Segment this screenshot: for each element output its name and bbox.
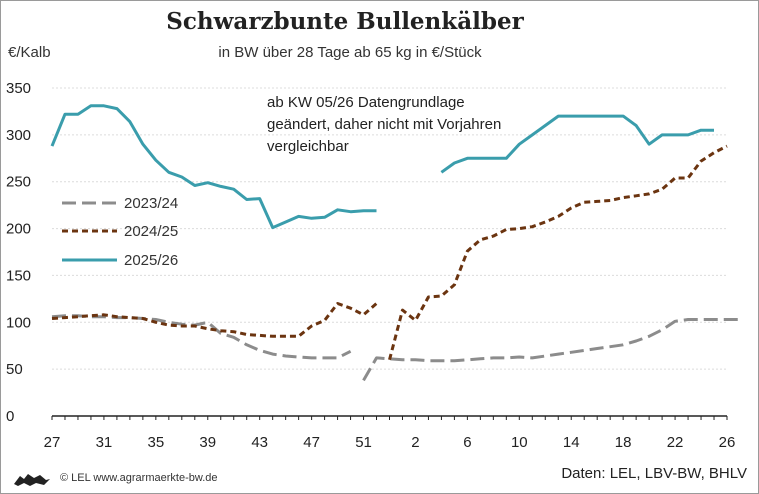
chart-subtitle: in BW über 28 Tage ab 65 kg in €/Stück [218, 44, 482, 61]
annotation-line-3: vergleichbar [267, 138, 349, 155]
credit-text: © LEL www.agrarmaerkte-bw.de [60, 472, 218, 484]
series-line-2023-24 [362, 318, 740, 382]
x-tick-label: 18 [615, 434, 632, 451]
x-tick-label: 35 [148, 434, 165, 451]
x-tick-label: 51 [355, 434, 372, 451]
y-tick-label: 200 [6, 221, 31, 238]
data-source: Daten: LEL, LBV-BW, BHLV [561, 465, 747, 482]
x-tick-label: 14 [563, 434, 580, 451]
series-line-2024-25 [388, 144, 728, 361]
y-tick-label: 150 [6, 267, 31, 284]
legend-label: 2024/25 [124, 223, 178, 240]
lion-logo-icon [14, 474, 50, 486]
y-tick-label: 250 [6, 174, 31, 191]
x-tick-label: 10 [511, 434, 528, 451]
chart-annotation: ab KW 05/26 Datengrundlage geändert, dah… [267, 92, 567, 158]
x-axis: 27 31 35 39 43 47 51 2 6 10 14 18 22 26 [44, 415, 736, 451]
y-tick-label: 350 [6, 80, 31, 97]
x-tick-label: 22 [667, 434, 684, 451]
y-tick-label: 100 [6, 314, 31, 331]
x-tick-label: 6 [463, 434, 471, 451]
series-lines [50, 104, 740, 382]
legend: 2023/24 2024/25 2025/26 [62, 195, 178, 269]
annotation-line-1: ab KW 05/26 Datengrundlage [267, 94, 465, 111]
annotation-line-2: geändert, daher nicht mit Vorjahren [267, 116, 502, 133]
y-tick-label: 50 [6, 361, 23, 378]
y-tick-label: 0 [6, 408, 14, 425]
y-tick-label: 300 [6, 127, 31, 144]
x-tick-label: 26 [719, 434, 736, 451]
x-tick-label: 43 [251, 434, 268, 451]
series-line-2023-24 [51, 314, 352, 360]
chart-title: Schwarzbunte Bullenkälber [166, 8, 524, 35]
series-line-2024-25 [51, 302, 378, 338]
y-axis-ticks: 0 50 100 150 200 250 300 350 [6, 80, 31, 425]
series-line-2025-26 [440, 114, 714, 174]
series-line-2025-26 [50, 104, 377, 230]
x-tick-label: 2 [411, 434, 419, 451]
x-tick-label: 31 [96, 434, 113, 451]
y-axis-unit-label: €/Kalb [8, 44, 51, 61]
x-tick-label: 27 [44, 434, 61, 451]
legend-label: 2025/26 [124, 252, 178, 269]
legend-label: 2023/24 [124, 195, 178, 212]
x-tick-label: 47 [303, 434, 320, 451]
x-tick-label: 39 [199, 434, 216, 451]
